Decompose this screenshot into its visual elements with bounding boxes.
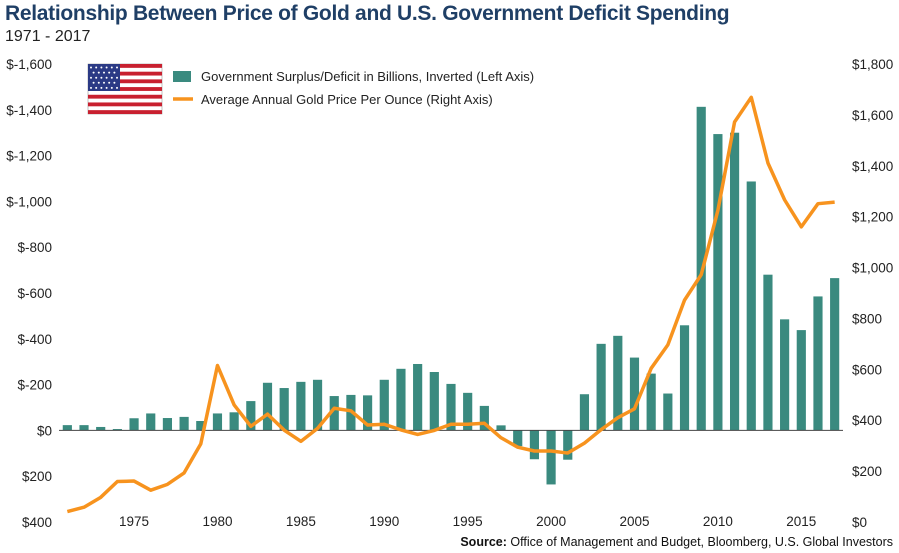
left-tick-label: $-1,000 bbox=[6, 194, 52, 209]
deficit-bar-1982 bbox=[246, 401, 256, 431]
deficit-bar-2004 bbox=[613, 335, 623, 431]
left-tick-label: $400 bbox=[22, 515, 52, 530]
deficit-bar-1983 bbox=[262, 382, 273, 431]
deficit-bar-2008 bbox=[679, 325, 690, 431]
right-tick-label: $0 bbox=[852, 515, 867, 530]
right-axis-ticks: $0 $200 $400 $600 $800 $1,000 $1,200 $1,400 $1,6… bbox=[852, 57, 893, 530]
gold-price-line bbox=[66, 95, 835, 514]
x-tick-label: 1980 bbox=[202, 514, 232, 529]
gold-price-series bbox=[66, 95, 835, 514]
right-tick-label: $1,600 bbox=[852, 108, 893, 123]
deficit-bar-2017 bbox=[830, 278, 840, 431]
deficit-bar-1985 bbox=[296, 381, 306, 431]
x-tick-label: 2000 bbox=[536, 514, 566, 529]
x-tick-label: 1975 bbox=[119, 514, 149, 529]
x-tick-label: 2005 bbox=[619, 514, 649, 529]
deficit-bar-1989 bbox=[363, 395, 373, 431]
deficit-bar-1993 bbox=[429, 372, 439, 431]
us-flag-icon bbox=[87, 63, 163, 115]
deficit-bar-1981 bbox=[229, 412, 239, 431]
deficit-bar-1994 bbox=[446, 383, 456, 431]
x-tick-label: 2010 bbox=[703, 514, 733, 529]
left-tick-label: $-1,600 bbox=[6, 57, 52, 72]
x-tick-label: 1985 bbox=[286, 514, 316, 529]
deficit-bar-2005 bbox=[629, 357, 640, 431]
deficit-bar-1998 bbox=[513, 430, 523, 447]
deficit-bar-1976 bbox=[146, 413, 156, 431]
chart-title: Relationship Between Price of Gold and U… bbox=[5, 2, 730, 25]
legend: Government Surplus/Deficit in Billions, … bbox=[87, 63, 534, 115]
deficit-bar-1996 bbox=[479, 405, 489, 431]
left-tick-label: $-200 bbox=[17, 378, 52, 393]
deficit-bar-1995 bbox=[463, 392, 473, 431]
deficit-bar-1986 bbox=[312, 379, 323, 431]
deficit-bar-1999 bbox=[529, 430, 539, 460]
source-text: Office of Management and Budget, Bloombe… bbox=[510, 535, 893, 549]
deficit-bar-2014 bbox=[780, 319, 790, 431]
deficit-bar-1997 bbox=[496, 425, 506, 431]
deficit-bar-2010 bbox=[713, 134, 723, 431]
legend-bar-swatch bbox=[173, 71, 191, 82]
right-tick-label: $1,800 bbox=[852, 57, 893, 72]
x-axis-ticks: 1975 1980 1985 1990 1995 2000 2005 2010 2015 bbox=[119, 514, 816, 529]
chart-subtitle: 1971 - 2017 bbox=[5, 28, 91, 45]
deficit-bar-2012 bbox=[746, 181, 756, 431]
left-tick-label: $-800 bbox=[17, 240, 52, 255]
left-tick-label: $-600 bbox=[17, 286, 52, 301]
deficit-bar-2000 bbox=[546, 430, 556, 485]
legend-line-label: Average Annual Gold Price Per Ounce (Rig… bbox=[201, 92, 493, 107]
legend-bar-label: Government Surplus/Deficit in Billions, … bbox=[201, 69, 534, 84]
left-tick-label: $-1,400 bbox=[6, 103, 52, 118]
deficit-bar-1984 bbox=[279, 388, 289, 431]
deficit-bar-1992 bbox=[413, 363, 423, 431]
deficit-bar-2001 bbox=[563, 430, 573, 460]
left-tick-label: $200 bbox=[22, 469, 52, 484]
left-axis-ticks: $-1,600 $-1,400 $-1,200 $-1,000 $-800 $-600 $-… bbox=[6, 57, 52, 530]
right-tick-label: $1,200 bbox=[852, 210, 893, 225]
deficit-bar-2007 bbox=[663, 393, 673, 431]
deficit-bars bbox=[62, 106, 840, 485]
source-label: Source: bbox=[460, 535, 507, 549]
x-tick-label: 2015 bbox=[786, 514, 816, 529]
left-tick-label: $-400 bbox=[17, 332, 52, 347]
deficit-bar-1987 bbox=[329, 396, 339, 431]
right-tick-label: $600 bbox=[852, 362, 882, 377]
deficit-bar-1971 bbox=[62, 425, 72, 431]
deficit-bar-1972 bbox=[79, 425, 89, 431]
right-tick-label: $200 bbox=[852, 464, 882, 479]
right-tick-label: $1,000 bbox=[852, 261, 893, 276]
deficit-bar-1979 bbox=[196, 421, 206, 431]
deficit-bar-1977 bbox=[162, 418, 173, 431]
deficit-bar-1974 bbox=[112, 429, 122, 431]
deficit-bar-2003 bbox=[596, 343, 606, 431]
deficit-bar-1991 bbox=[396, 368, 406, 431]
deficit-bar-2013 bbox=[763, 274, 773, 431]
right-tick-label: $1,400 bbox=[852, 159, 893, 174]
deficit-bar-2015 bbox=[796, 330, 806, 431]
deficit-bar-1978 bbox=[179, 416, 189, 431]
right-tick-label: $800 bbox=[852, 311, 882, 326]
x-tick-label: 1995 bbox=[453, 514, 483, 529]
deficit-bar-1973 bbox=[96, 426, 106, 431]
deficit-bar-2016 bbox=[813, 296, 823, 431]
left-tick-label: $0 bbox=[37, 423, 52, 438]
deficit-bar-1980 bbox=[212, 413, 223, 431]
deficit-bar-2011 bbox=[729, 132, 740, 431]
source-note: Source: Office of Management and Budget,… bbox=[460, 535, 893, 549]
deficit-bar-1990 bbox=[379, 379, 389, 431]
deficit-bar-1975 bbox=[129, 418, 139, 431]
deficit-bar-2002 bbox=[579, 394, 590, 431]
right-tick-label: $400 bbox=[852, 413, 882, 428]
x-tick-label: 1990 bbox=[369, 514, 399, 529]
deficit-bar-2006 bbox=[646, 373, 656, 431]
left-tick-label: $-1,200 bbox=[6, 149, 52, 164]
